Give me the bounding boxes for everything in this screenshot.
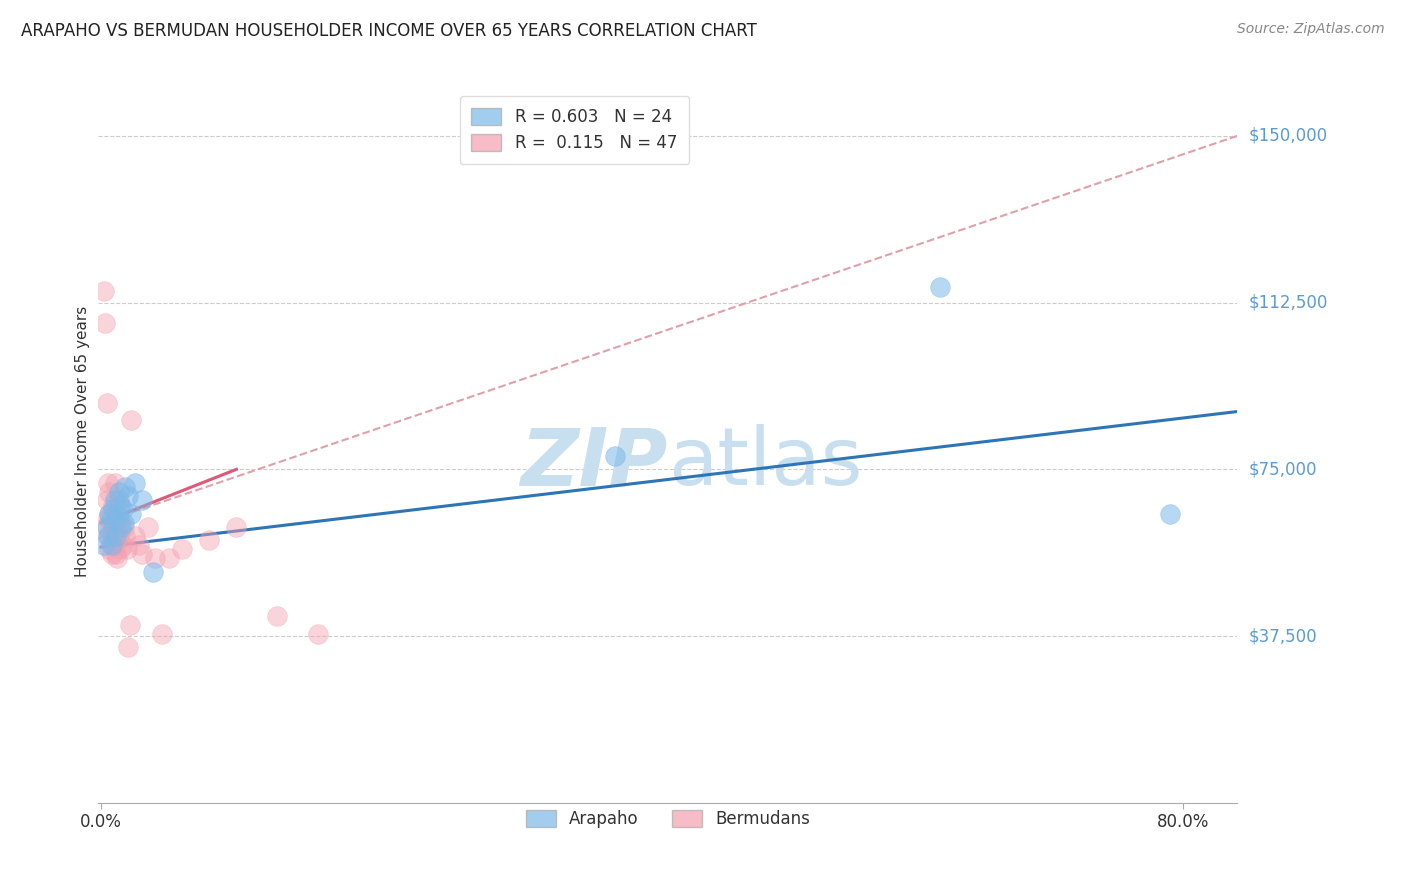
Point [98, 484, 121, 499]
Point [94, 520, 117, 534]
Point [307, 627, 329, 641]
Point [266, 609, 288, 624]
Point [112, 516, 135, 530]
Point [105, 520, 128, 534]
Point [96, 493, 118, 508]
Point [103, 498, 125, 512]
Point [111, 538, 134, 552]
Point [107, 529, 129, 543]
Text: ZIP: ZIP [520, 425, 668, 502]
Point [97, 529, 120, 543]
Point [98, 542, 121, 557]
Point [117, 489, 139, 503]
Point [141, 565, 163, 579]
Point [100, 511, 122, 525]
Point [105, 511, 128, 525]
Text: $150,000: $150,000 [1249, 127, 1327, 145]
Point [104, 475, 127, 490]
Text: atlas: atlas [668, 425, 862, 502]
Point [157, 551, 180, 566]
Point [103, 502, 125, 516]
Point [198, 533, 221, 548]
Point [110, 516, 132, 530]
Point [100, 538, 122, 552]
Point [225, 520, 247, 534]
Point [101, 538, 124, 552]
Point [143, 551, 166, 566]
Point [100, 516, 122, 530]
Text: $37,500: $37,500 [1249, 627, 1317, 645]
Text: $112,500: $112,500 [1249, 293, 1327, 311]
Point [115, 542, 138, 557]
Point [114, 480, 136, 494]
Point [120, 507, 142, 521]
Point [150, 627, 173, 641]
Text: ARAPAHO VS BERMUDAN HOUSEHOLDER INCOME OVER 65 YEARS CORRELATION CHART: ARAPAHO VS BERMUDAN HOUSEHOLDER INCOME O… [21, 22, 756, 40]
Point [124, 529, 146, 543]
Point [117, 640, 139, 655]
Point [111, 502, 134, 516]
Point [98, 507, 121, 521]
Point [94, 316, 117, 330]
Point [124, 475, 146, 490]
Point [928, 280, 950, 294]
Point [118, 618, 141, 632]
Point [97, 511, 120, 525]
Point [131, 493, 153, 508]
Y-axis label: Householder Income Over 65 years: Householder Income Over 65 years [75, 306, 90, 577]
Point [128, 538, 150, 552]
Point [104, 538, 127, 552]
Point [105, 551, 128, 566]
Point [97, 529, 120, 543]
Point [104, 493, 127, 508]
Point [120, 413, 142, 427]
Point [105, 529, 128, 543]
Text: $75,000: $75,000 [1249, 460, 1317, 478]
Point [101, 547, 124, 561]
Point [1159, 507, 1181, 521]
Point [93, 285, 115, 299]
Legend: Arapaho, Bermudans: Arapaho, Bermudans [516, 799, 820, 838]
Point [105, 547, 128, 561]
Point [114, 529, 136, 543]
Point [103, 520, 125, 534]
Point [110, 520, 132, 534]
Point [105, 507, 128, 521]
Point [96, 395, 118, 409]
Point [96, 520, 118, 534]
Point [107, 493, 129, 508]
Point [97, 475, 120, 490]
Point [101, 529, 124, 543]
Point [131, 547, 153, 561]
Point [138, 520, 160, 534]
Point [172, 542, 194, 557]
Point [107, 484, 129, 499]
Point [112, 520, 135, 534]
Point [108, 498, 131, 512]
Point [108, 542, 131, 557]
Text: Source: ZipAtlas.com: Source: ZipAtlas.com [1237, 22, 1385, 37]
Point [104, 533, 127, 548]
Point [603, 449, 626, 463]
Point [93, 538, 115, 552]
Point [98, 507, 121, 521]
